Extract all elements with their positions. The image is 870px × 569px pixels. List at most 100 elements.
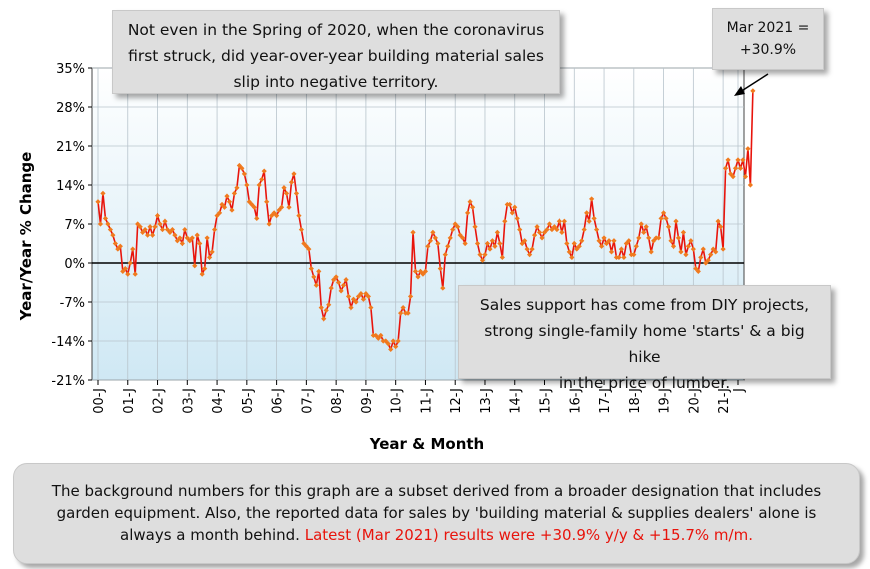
data-point	[226, 199, 233, 205]
data-point	[489, 238, 496, 244]
data-point	[405, 310, 411, 316]
x-tick-label: 11-J	[419, 388, 434, 414]
data-point	[256, 182, 262, 188]
data-point	[598, 243, 605, 249]
data-point	[559, 229, 565, 235]
data-point	[239, 165, 245, 171]
data-point	[254, 215, 260, 222]
x-tick-label: 10-J	[390, 388, 405, 414]
data-point	[338, 288, 344, 294]
data-point	[450, 226, 456, 233]
data-point	[221, 204, 228, 210]
data-point	[497, 240, 503, 247]
data-point	[204, 235, 210, 241]
data-point	[680, 229, 687, 235]
x-tick-label: 05-J	[241, 388, 256, 414]
x-tick-label: 17-J	[598, 388, 613, 414]
data-point	[675, 235, 682, 241]
data-point	[594, 226, 600, 233]
data-point	[514, 215, 520, 222]
data-point	[308, 265, 314, 272]
data-point	[395, 338, 401, 344]
annotation-middle-line: in the price of lumber.	[558, 374, 731, 392]
data-point	[278, 204, 285, 210]
x-tick-label: 07-J	[300, 388, 315, 414]
data-point	[102, 215, 109, 222]
data-point	[172, 232, 178, 238]
data-point	[264, 199, 270, 205]
annotation-latest-line: +30.9%	[739, 42, 797, 58]
data-point	[311, 274, 317, 280]
data-point	[291, 171, 297, 177]
data-point	[713, 249, 719, 255]
x-tick-label: 08-J	[330, 388, 345, 414]
data-point	[281, 185, 287, 191]
data-point	[715, 218, 721, 224]
y-tick-label: -7%	[60, 296, 85, 311]
data-point	[740, 157, 746, 163]
data-point	[693, 265, 699, 272]
data-point	[147, 224, 153, 230]
data-point	[241, 171, 247, 177]
data-point	[274, 213, 280, 219]
data-point	[586, 218, 592, 224]
data-point	[554, 226, 560, 233]
data-point	[484, 240, 491, 247]
data-point	[621, 254, 627, 261]
data-point	[303, 243, 309, 249]
data-point	[269, 213, 275, 219]
data-point	[685, 243, 691, 249]
data-point	[581, 226, 587, 233]
x-tick-label: 03-J	[181, 388, 196, 414]
x-tick-label: 01-J	[122, 388, 137, 414]
annotation-middle-line: strong single-family home 'starts' & a b…	[484, 322, 805, 366]
x-tick-label: 13-J	[479, 388, 494, 414]
data-point	[415, 274, 421, 280]
data-point	[360, 296, 367, 302]
data-point	[117, 243, 123, 249]
data-point	[745, 146, 751, 152]
data-point	[192, 263, 198, 269]
data-point	[167, 229, 173, 235]
data-point	[244, 182, 250, 188]
data-point	[747, 182, 754, 188]
data-point	[122, 265, 128, 272]
data-point	[105, 221, 111, 227]
data-point	[127, 260, 133, 266]
data-point	[742, 174, 749, 180]
data-point	[479, 257, 486, 263]
x-axis-ticks: 00-J 01-J 02-J 03-J 04-J 05-J 06-J 07-J 08-J 09-J…	[92, 380, 747, 414]
x-tick-label: 18-J	[628, 388, 643, 414]
data-point	[651, 238, 657, 244]
data-point	[135, 221, 141, 227]
data-point	[469, 204, 476, 210]
data-point	[383, 338, 389, 344]
data-point	[616, 254, 622, 261]
data-point	[673, 218, 679, 224]
data-point	[331, 277, 337, 283]
data-point	[465, 210, 471, 216]
x-tick-label: 02-J	[152, 388, 167, 414]
x-axis-title: Year & Month	[369, 435, 484, 453]
y-tick-label: -14%	[51, 335, 85, 350]
data-point	[534, 224, 540, 230]
x-tick-label: 04-J	[211, 388, 226, 414]
data-point	[266, 221, 272, 227]
data-point	[120, 268, 126, 274]
data-point	[202, 265, 208, 272]
data-point	[522, 238, 528, 244]
data-point	[182, 226, 188, 233]
data-point	[249, 201, 255, 208]
data-point	[152, 224, 158, 230]
data-point	[355, 293, 362, 300]
data-point	[477, 252, 483, 258]
data-point	[288, 179, 295, 185]
data-point	[427, 238, 434, 244]
data-point	[641, 229, 647, 235]
x-tick-label: 09-J	[360, 388, 375, 414]
data-point	[261, 168, 267, 174]
data-point	[437, 265, 443, 272]
data-point	[626, 238, 632, 244]
data-point	[179, 240, 185, 247]
data-point	[224, 193, 230, 199]
